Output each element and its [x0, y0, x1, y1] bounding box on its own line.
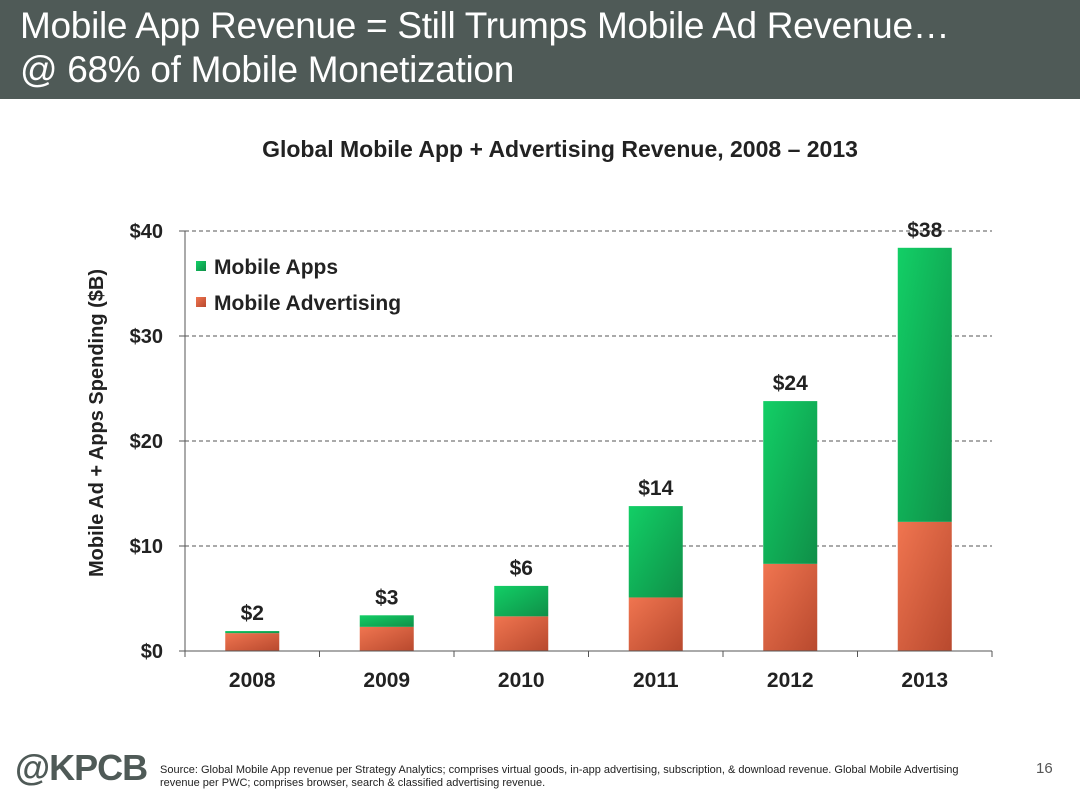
chart-title: Global Mobile App + Advertising Revenue,… [262, 136, 858, 162]
grid-lines [185, 230, 992, 547]
slide-header: Mobile App Revenue = Still Trumps Mobile… [0, 0, 1080, 99]
page-number: 16 [1036, 760, 1053, 777]
y-tick-label: $10 [130, 536, 163, 558]
legend-mobile-apps-label: Mobile Apps [214, 256, 338, 279]
bar-mobile-advertising-2010 [494, 616, 549, 651]
y-tick-label: $0 [141, 641, 163, 663]
axes [179, 230, 993, 657]
bar-mobile-advertising-2013 [897, 521, 952, 651]
y-tick-label: $40 [130, 221, 163, 243]
bar-mobile-advertising-2011 [628, 597, 683, 651]
bar-mobile-advertising-2008 [225, 633, 280, 651]
legend: Mobile Apps Mobile Advertising [196, 256, 401, 315]
y-tick-label: $20 [130, 431, 163, 453]
bar-mobile-apps-2013 [897, 247, 952, 522]
total-label-2012: $24 [773, 372, 808, 395]
y-axis-label: Mobile Ad + Apps Spending ($B) [86, 269, 108, 577]
total-label-2009: $3 [375, 586, 398, 609]
bar-mobile-apps-2012 [763, 401, 818, 564]
x-tick-label-2010: 2010 [498, 669, 545, 692]
total-label-2013: $38 [907, 219, 942, 242]
labels: $0 $10 $20 $30 $40 Mobile Ad + Apps Spending … [86, 219, 948, 692]
slide-title-line-2: @ 68% of Mobile Monetization [20, 49, 514, 90]
x-tick-label-2012: 2012 [767, 669, 814, 692]
bars [225, 247, 952, 651]
bar-mobile-advertising-2012 [763, 563, 818, 651]
kpcb-logo: @KPCB [15, 747, 148, 788]
bar-mobile-apps-2011 [628, 506, 683, 598]
x-tick-label-2013: 2013 [901, 669, 948, 692]
x-tick-label-2008: 2008 [229, 669, 276, 692]
total-label-2008: $2 [241, 602, 264, 625]
y-tick-label: $30 [130, 326, 163, 348]
total-label-2011: $14 [638, 477, 673, 500]
bar-mobile-apps-2009 [359, 615, 414, 627]
x-tick-label-2009: 2009 [363, 669, 410, 692]
source-note: Source: Global Mobile App revenue per St… [160, 764, 959, 789]
total-label-2010: $6 [510, 557, 533, 580]
slide-title-line-1: Mobile App Revenue = Still Trumps Mobile… [20, 5, 950, 46]
bar-mobile-apps-2010 [494, 585, 549, 617]
bar-mobile-advertising-2009 [359, 626, 414, 651]
slide-title: Mobile App Revenue = Still Trumps Mobile… [20, 4, 1070, 92]
legend-mobile-apps-swatch [196, 261, 206, 271]
bar-mobile-apps-2008 [225, 631, 280, 634]
legend-mobile-advertising-swatch [196, 297, 206, 307]
x-tick-label-2011: 2011 [633, 669, 679, 692]
legend-mobile-advertising-label: Mobile Advertising [214, 292, 401, 315]
